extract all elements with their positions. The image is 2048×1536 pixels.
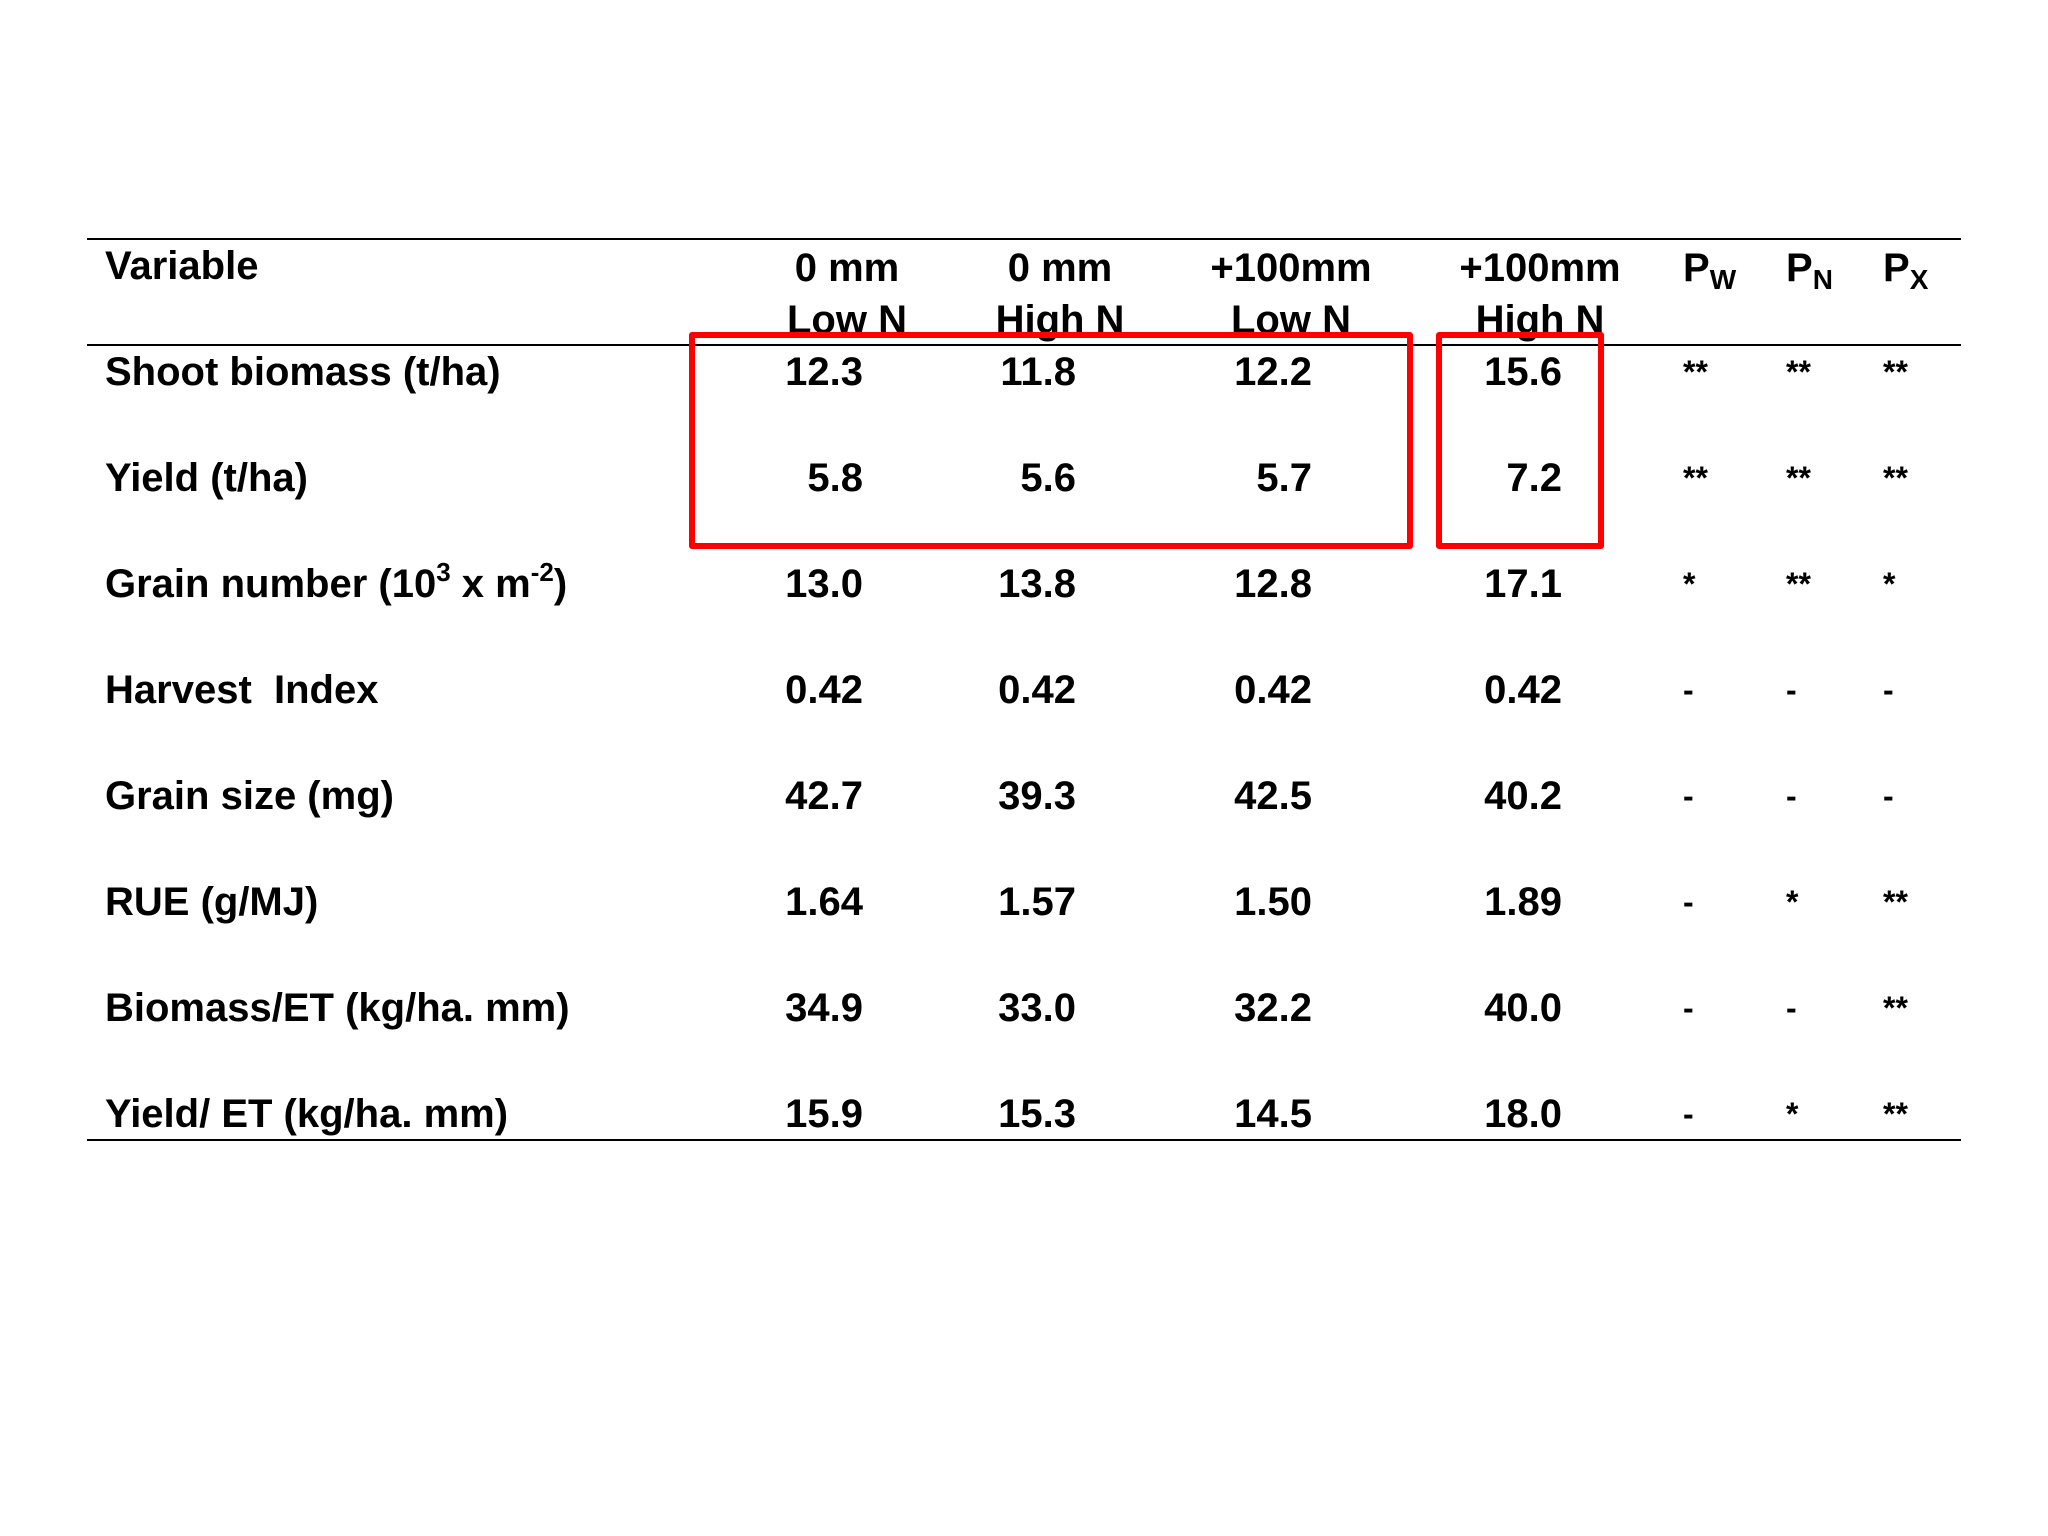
significance-cell: ** xyxy=(1786,354,1811,390)
significance-cell: ** xyxy=(1786,566,1811,602)
value-cell: 0.42 xyxy=(1234,668,1312,712)
header-col-4-line1: +100mm xyxy=(1459,246,1621,290)
row-label: Grain number (103 x m-2) xyxy=(105,557,568,606)
table-top-rule xyxy=(87,238,1961,240)
significance-cell: - xyxy=(1683,884,1694,920)
header-p-x: PX xyxy=(1883,246,1929,295)
value-cell: 0.42 xyxy=(998,668,1076,712)
header-p-w: PW xyxy=(1683,246,1737,295)
significance-cell: ** xyxy=(1883,354,1908,390)
header-col-4: +100mm High N xyxy=(1420,242,1660,346)
header-col-1-line1: 0 mm xyxy=(794,246,900,290)
significance-cell: - xyxy=(1786,672,1797,708)
significance-cell: ** xyxy=(1883,460,1908,496)
row-label: Yield/ ET (kg/ha. mm) xyxy=(105,1092,509,1136)
significance-cell: - xyxy=(1883,672,1894,708)
row-label: Biomass/ET (kg/ha. mm) xyxy=(105,986,570,1030)
value-cell: 1.50 xyxy=(1234,880,1312,924)
significance-cell: ** xyxy=(1883,1096,1908,1132)
value-cell: 1.57 xyxy=(998,880,1076,924)
value-cell: 33.0 xyxy=(998,986,1076,1030)
significance-cell: ** xyxy=(1683,354,1708,390)
value-cell: 5.7 xyxy=(1256,456,1312,500)
header-variable: Variable xyxy=(105,244,259,288)
value-cell: 5.8 xyxy=(807,456,863,500)
significance-cell: * xyxy=(1883,566,1896,602)
value-cell: 15.9 xyxy=(785,1092,863,1136)
value-cell: 15.6 xyxy=(1484,350,1562,394)
value-cell: 0.42 xyxy=(1484,668,1562,712)
value-cell: 7.2 xyxy=(1506,456,1562,500)
value-cell: 13.8 xyxy=(998,562,1076,606)
value-cell: 12.2 xyxy=(1234,350,1312,394)
row-label: RUE (g/MJ) xyxy=(105,880,319,924)
value-cell: 11.8 xyxy=(1000,350,1076,394)
value-cell: 42.7 xyxy=(785,774,863,818)
value-cell: 1.89 xyxy=(1484,880,1562,924)
significance-cell: - xyxy=(1683,778,1694,814)
significance-cell: - xyxy=(1786,778,1797,814)
table-header-rule xyxy=(87,344,1961,346)
significance-cell: ** xyxy=(1683,460,1708,496)
header-p-n: PN xyxy=(1786,246,1833,295)
value-cell: 40.2 xyxy=(1484,774,1562,818)
value-cell: 18.0 xyxy=(1484,1092,1562,1136)
significance-cell: ** xyxy=(1883,990,1908,1026)
significance-cell: ** xyxy=(1786,460,1811,496)
significance-cell: * xyxy=(1786,1096,1799,1132)
row-label: Yield (t/ha) xyxy=(105,456,308,500)
value-cell: 40.0 xyxy=(1484,986,1562,1030)
highlight-box-left xyxy=(689,332,1413,549)
value-cell: 12.3 xyxy=(785,350,863,394)
value-cell: 1.64 xyxy=(785,880,863,924)
highlight-box-right xyxy=(1436,332,1604,549)
value-cell: 39.3 xyxy=(998,774,1076,818)
header-col-2: 0 mm High N xyxy=(950,242,1170,346)
table-bottom-rule xyxy=(87,1139,1961,1141)
value-cell: 32.2 xyxy=(1234,986,1312,1030)
header-col-1: 0 mm Low N xyxy=(737,242,957,346)
significance-cell: * xyxy=(1683,566,1696,602)
value-cell: 15.3 xyxy=(998,1092,1076,1136)
significance-cell: - xyxy=(1683,1096,1694,1132)
significance-cell: - xyxy=(1883,778,1894,814)
value-cell: 17.1 xyxy=(1484,562,1562,606)
value-cell: 42.5 xyxy=(1234,774,1312,818)
significance-cell: - xyxy=(1683,672,1694,708)
significance-cell: - xyxy=(1683,990,1694,1026)
value-cell: 5.6 xyxy=(1020,456,1076,500)
header-col-3-line1: +100mm xyxy=(1210,246,1372,290)
value-cell: 0.42 xyxy=(785,668,863,712)
row-label: Grain size (mg) xyxy=(105,774,394,818)
value-cell: 13.0 xyxy=(785,562,863,606)
row-label: Harvest Index xyxy=(105,668,379,712)
row-label: Shoot biomass (t/ha) xyxy=(105,350,501,394)
value-cell: 34.9 xyxy=(785,986,863,1030)
significance-cell: ** xyxy=(1883,884,1908,920)
significance-cell: * xyxy=(1786,884,1799,920)
value-cell: 12.8 xyxy=(1234,562,1312,606)
header-col-2-line1: 0 mm xyxy=(1007,246,1113,290)
header-col-3: +100mm Low N xyxy=(1171,242,1411,346)
value-cell: 14.5 xyxy=(1234,1092,1312,1136)
significance-cell: - xyxy=(1786,990,1797,1026)
